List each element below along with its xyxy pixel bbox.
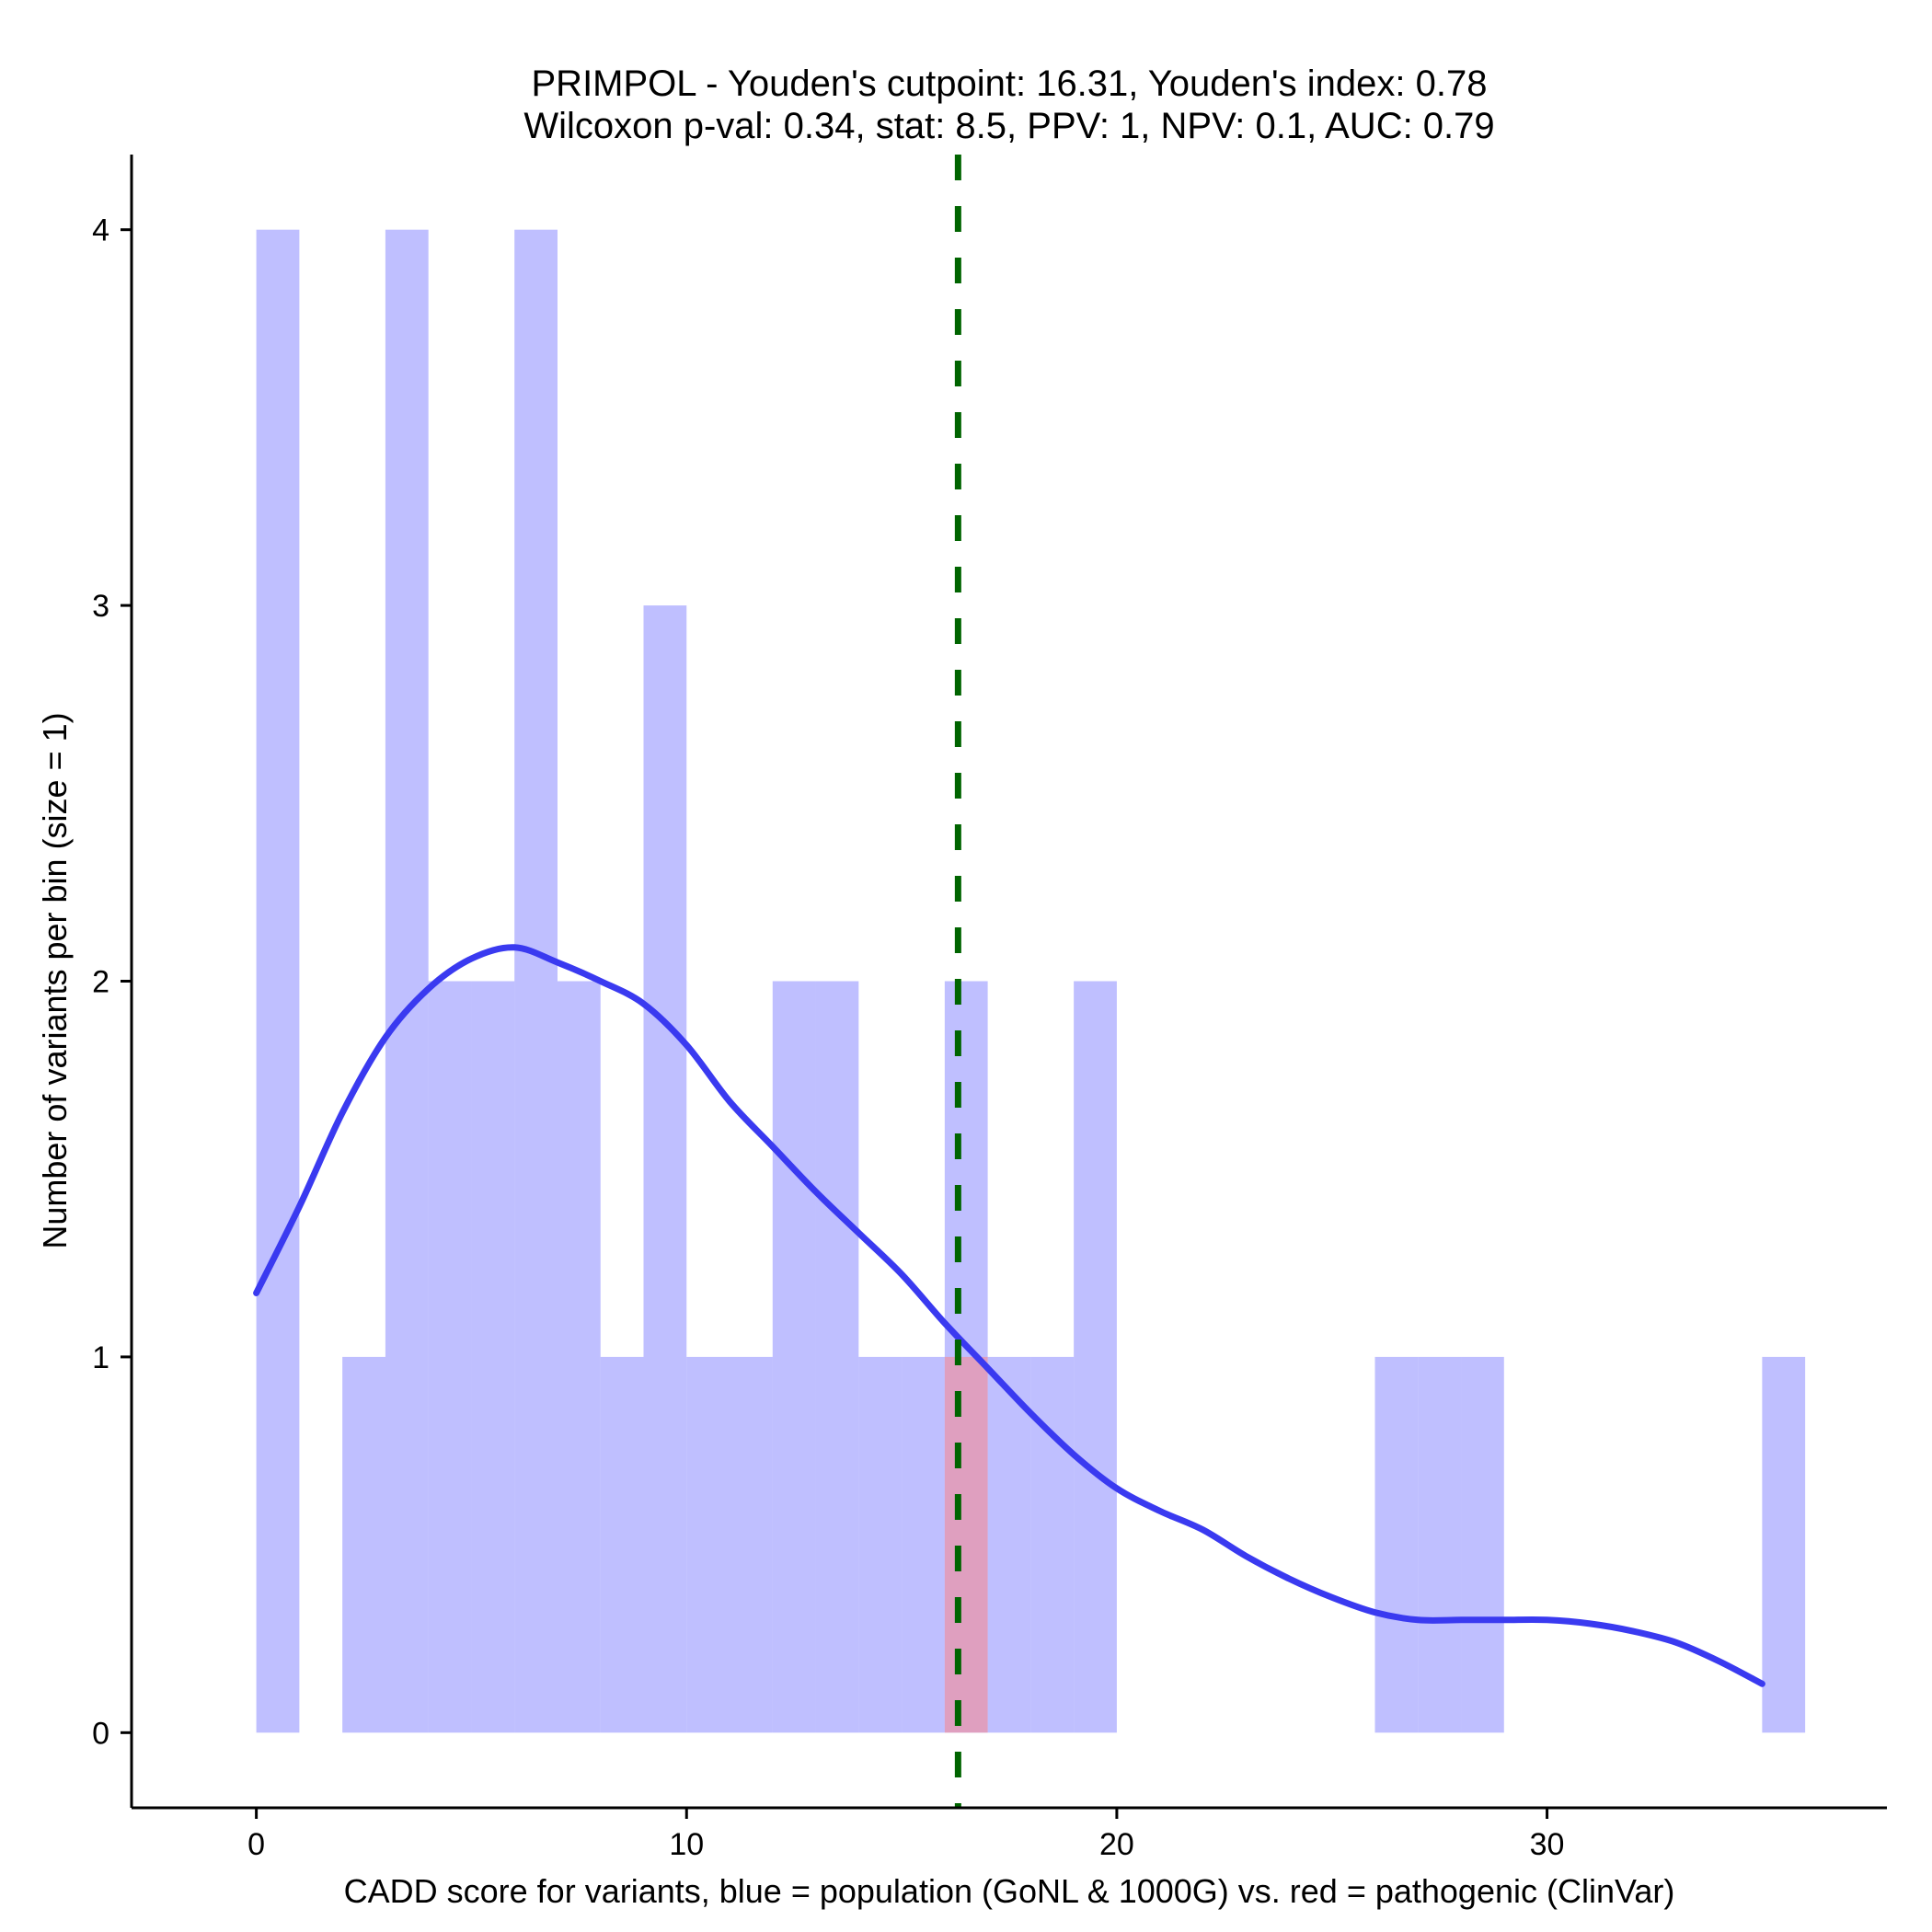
y-tick-label: 3 (92, 589, 109, 624)
y-tick-label: 0 (92, 1716, 109, 1751)
x-tick-label: 10 (669, 1827, 704, 1862)
y-tick-label: 4 (92, 213, 109, 248)
histogram-bar (1074, 981, 1117, 1733)
histogram-bar (772, 981, 816, 1733)
x-tick-label: 30 (1530, 1827, 1565, 1862)
density-curve (253, 944, 1765, 1687)
histogram-bar (428, 981, 472, 1733)
y-tick-label: 1 (92, 1340, 109, 1375)
histogram-bar (1418, 1356, 1462, 1733)
histogram-bar (686, 1356, 730, 1733)
histogram-bar (902, 1356, 945, 1733)
histogram-bar (987, 1356, 1031, 1733)
histogram-bar (600, 1356, 644, 1733)
y-axis-ticks: 0 1 2 3 4 (92, 213, 132, 1751)
histogram-bar (471, 981, 515, 1733)
histogram-bar (514, 229, 558, 1733)
histogram-bar (1762, 1356, 1806, 1733)
x-axis-label: CADD score for variants, blue = populati… (344, 1872, 1675, 1910)
histogram-bar (815, 981, 859, 1733)
y-axis-label: Number of variants per bin (size = 1) (36, 712, 74, 1248)
histogram-bar (730, 1356, 773, 1733)
histogram-bar (256, 229, 300, 1733)
histogram-bar (1374, 1356, 1419, 1733)
histogram-bar (643, 605, 687, 1733)
histogram-bar (1030, 1356, 1075, 1733)
x-axis-ticks: 0 10 20 30 (247, 1808, 1564, 1862)
x-tick-label: 0 (247, 1827, 265, 1862)
y-tick-label: 2 (92, 965, 109, 1000)
histogram-bars (256, 229, 1806, 1733)
chart-title: PRIMPOL - Youden's cutpoint: 16.31, Youd… (532, 63, 1488, 104)
density-curve-layer (253, 944, 1765, 1687)
histogram-bar (342, 1356, 385, 1733)
histogram-bar (385, 229, 429, 1733)
x-tick-label: 20 (1099, 1827, 1134, 1862)
chart-subtitle: Wilcoxon p-val: 0.34, stat: 8.5, PPV: 1,… (523, 106, 1494, 146)
histogram-bar (557, 981, 601, 1733)
histogram-bar (944, 1356, 988, 1733)
histogram-bar (858, 1356, 903, 1733)
histogram-bar (1461, 1356, 1504, 1733)
